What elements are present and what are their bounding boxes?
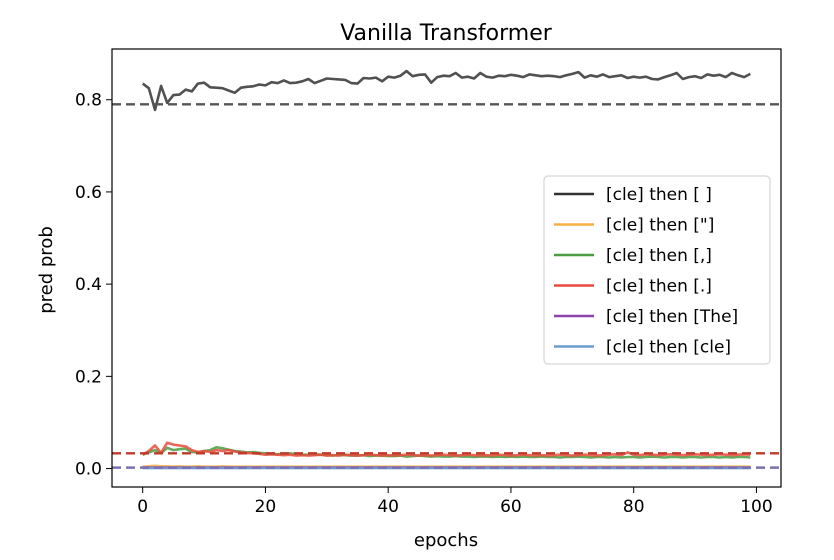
x-tick-label: 20 bbox=[255, 497, 277, 517]
x-axis-label: epochs bbox=[414, 530, 478, 551]
legend-label: [cle] then [cle] bbox=[606, 338, 731, 358]
legend-label: [cle] then ["] bbox=[606, 216, 714, 236]
legend: [cle] then [ ] [cle] then ["] [cle] then [… bbox=[543, 175, 771, 365]
legend-label: [cle] then [,] bbox=[606, 246, 712, 266]
y-tick-label: 0.4 bbox=[75, 275, 102, 295]
legend-label: [cle] then [The] bbox=[606, 307, 738, 327]
series-line-0 bbox=[141, 69, 751, 112]
y-tick-label: 0.6 bbox=[75, 183, 102, 203]
x-tick-label: 100 bbox=[740, 497, 772, 517]
plot-frame bbox=[111, 48, 782, 488]
x-tick-label: 0 bbox=[137, 497, 148, 517]
legend-box bbox=[543, 175, 771, 365]
y-tick-label: 0.8 bbox=[75, 91, 102, 111]
chart-title: Vanilla Transformer bbox=[340, 21, 553, 46]
axes: 0 20 40 60 80 100 0.0 0.2 0.4 0.6 0.8 bbox=[75, 91, 773, 517]
x-tick-label: 60 bbox=[500, 497, 522, 517]
legend-label: [cle] then [.] bbox=[606, 277, 712, 297]
y-tick-label: 0.2 bbox=[75, 367, 102, 387]
legend-label: [cle] then [ ] bbox=[606, 185, 712, 205]
y-axis-label: pred prob bbox=[36, 226, 57, 314]
y-tick-label: 0.0 bbox=[75, 460, 102, 480]
x-tick-label: 40 bbox=[377, 497, 399, 517]
plot-area bbox=[112, 69, 781, 470]
x-tick-label: 80 bbox=[623, 497, 645, 517]
